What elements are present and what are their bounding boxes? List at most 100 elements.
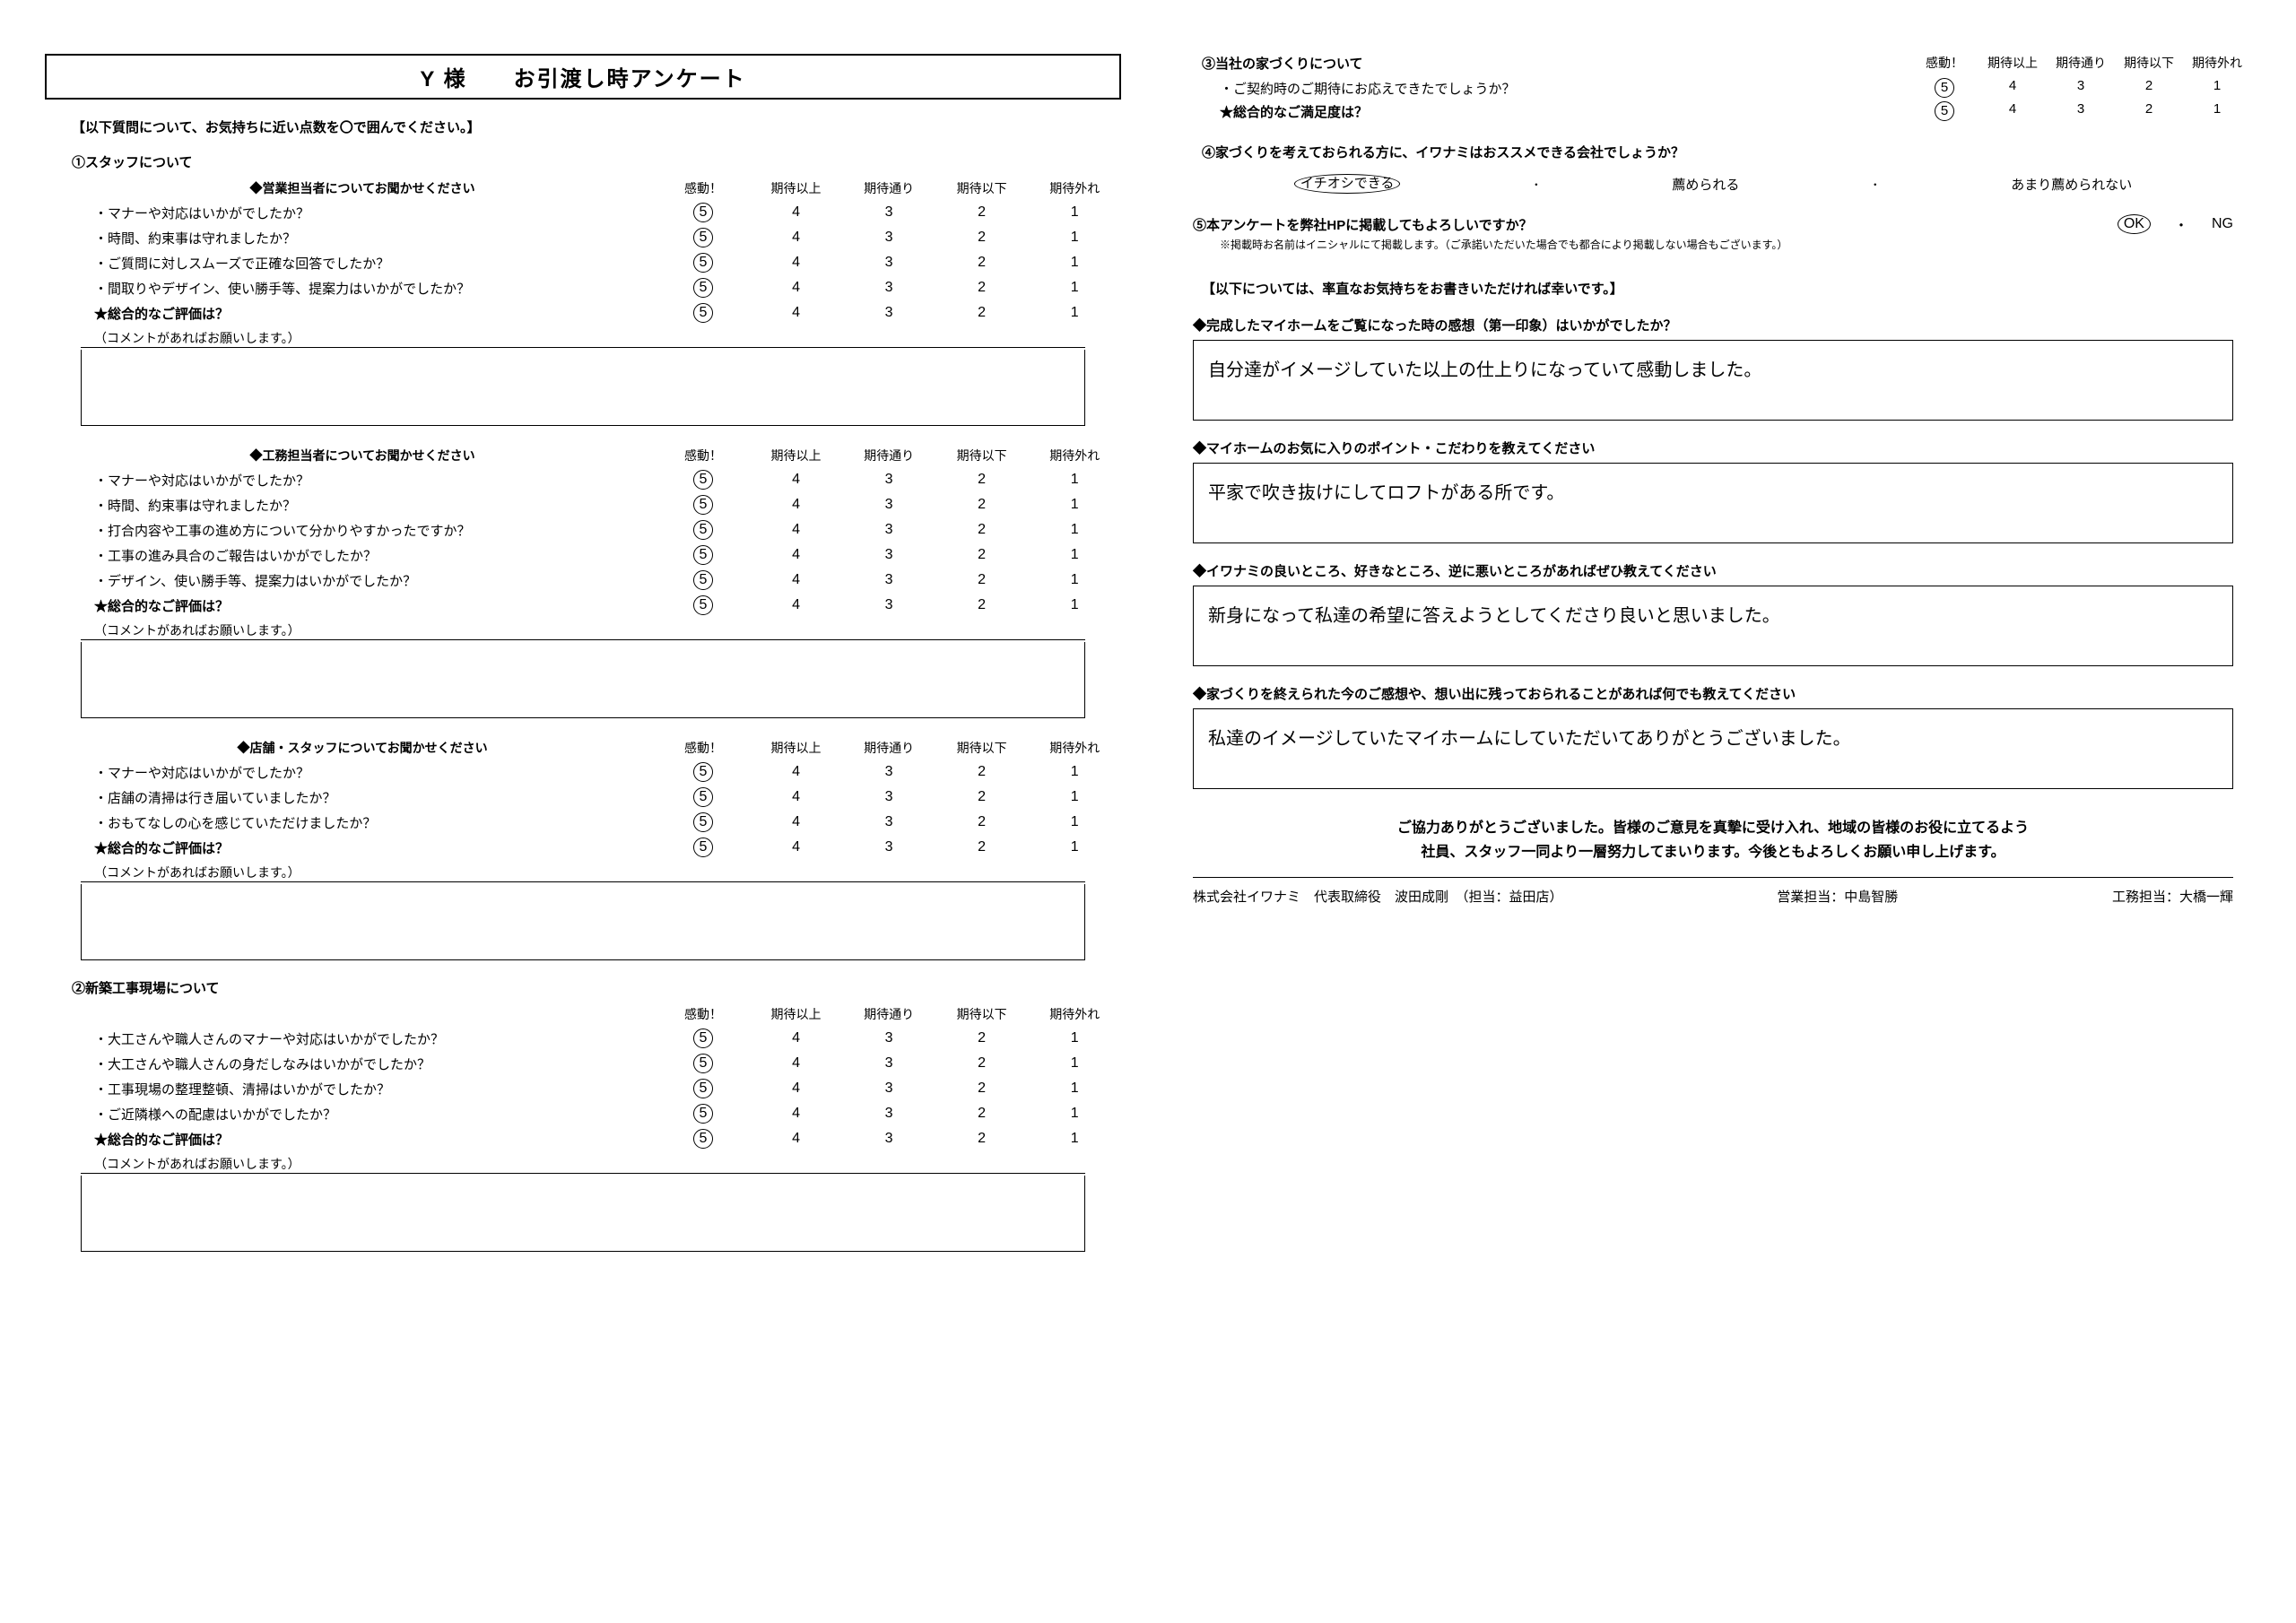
rating-cell[interactable]: 1	[1028, 542, 1121, 568]
rating-cell[interactable]: 4	[750, 492, 843, 517]
rating-cell[interactable]: 3	[842, 1101, 935, 1126]
rating-cell[interactable]: 2	[935, 467, 1029, 492]
rating-cell[interactable]: 1	[1028, 225, 1121, 250]
rating-cell[interactable]: 2	[935, 200, 1029, 225]
rating-cell[interactable]: 5	[657, 200, 750, 225]
rating-cell[interactable]: 4	[750, 759, 843, 785]
rating-cell[interactable]: 5	[657, 759, 750, 785]
rating-cell[interactable]: 5	[657, 1101, 750, 1126]
rating-cell[interactable]: 5	[657, 492, 750, 517]
rating-cell[interactable]: 2	[935, 1126, 1029, 1151]
comment-box[interactable]	[81, 350, 1085, 426]
rating-cell[interactable]: 3	[842, 1076, 935, 1101]
rating-cell[interactable]: 4	[750, 785, 843, 810]
comment-box[interactable]	[81, 642, 1085, 718]
free-answer-box[interactable]: 私達のイメージしていたマイホームにしていただいてありがとうございました。	[1193, 708, 2233, 789]
rating-cell[interactable]: 4	[750, 1076, 843, 1101]
rating-cell[interactable]: 3	[842, 785, 935, 810]
rating-cell[interactable]: 4	[750, 810, 843, 835]
rating-cell[interactable]: 2	[2115, 101, 2183, 121]
recommend-option[interactable]: イチオシできる	[1294, 174, 1401, 194]
rating-cell[interactable]: 1	[1028, 1101, 1121, 1126]
rating-cell[interactable]: 2	[935, 759, 1029, 785]
rating-cell[interactable]: 5	[657, 785, 750, 810]
rating-cell[interactable]: 2	[935, 492, 1029, 517]
rating-cell[interactable]: 4	[750, 593, 843, 618]
rating-cell[interactable]: 1	[1028, 810, 1121, 835]
comment-box[interactable]	[81, 1176, 1085, 1252]
rating-cell[interactable]: 1	[1028, 785, 1121, 810]
rating-cell[interactable]: 4	[750, 568, 843, 593]
rating-cell[interactable]: 4	[750, 467, 843, 492]
rating-cell[interactable]: 2	[935, 1076, 1029, 1101]
rating-cell[interactable]: 5	[657, 1076, 750, 1101]
rating-cell[interactable]: 3	[842, 250, 935, 275]
rating-cell[interactable]: 4	[750, 517, 843, 542]
rating-cell[interactable]: 5	[657, 542, 750, 568]
rating-cell[interactable]: 5	[1910, 101, 1979, 121]
rating-cell[interactable]: 3	[2047, 101, 2115, 121]
rating-cell[interactable]: 3	[842, 1051, 935, 1076]
rating-cell[interactable]: 1	[1028, 200, 1121, 225]
hp-option[interactable]: NG	[2212, 216, 2233, 232]
rating-cell[interactable]: 3	[842, 810, 935, 835]
recommend-option[interactable]: あまり薦められない	[2011, 175, 2132, 194]
rating-cell[interactable]: 5	[657, 1126, 750, 1151]
rating-cell[interactable]: 1	[1028, 1026, 1121, 1051]
rating-cell[interactable]: 3	[2047, 78, 2115, 98]
rating-cell[interactable]: 1	[1028, 1051, 1121, 1076]
rating-cell[interactable]: 2	[935, 785, 1029, 810]
rating-cell[interactable]: 2	[935, 275, 1029, 300]
rating-cell[interactable]: 1	[1028, 250, 1121, 275]
rating-cell[interactable]: 5	[657, 1051, 750, 1076]
rating-cell[interactable]: 5	[1910, 78, 1979, 98]
rating-cell[interactable]: 1	[1028, 1076, 1121, 1101]
rating-cell[interactable]: 2	[935, 1101, 1029, 1126]
rating-cell[interactable]: 4	[1979, 78, 2047, 98]
hp-option[interactable]: OK	[2118, 214, 2151, 234]
rating-cell[interactable]: 2	[935, 542, 1029, 568]
rating-cell[interactable]: 5	[657, 593, 750, 618]
rating-cell[interactable]: 1	[1028, 467, 1121, 492]
rating-cell[interactable]: 1	[1028, 1126, 1121, 1151]
rating-cell[interactable]: 4	[750, 1026, 843, 1051]
rating-cell[interactable]: 2	[935, 250, 1029, 275]
rating-cell[interactable]: 3	[842, 517, 935, 542]
free-answer-box[interactable]: 新身になって私達の希望に答えようとしてくださり良いと思いました。	[1193, 586, 2233, 666]
rating-cell[interactable]: 3	[842, 467, 935, 492]
rating-cell[interactable]: 4	[750, 1126, 843, 1151]
rating-cell[interactable]: 3	[842, 542, 935, 568]
rating-cell[interactable]: 1	[1028, 275, 1121, 300]
rating-cell[interactable]: 5	[657, 300, 750, 325]
rating-cell[interactable]: 5	[657, 1026, 750, 1051]
rating-cell[interactable]: 4	[750, 300, 843, 325]
comment-box[interactable]	[81, 884, 1085, 960]
rating-cell[interactable]: 2	[935, 1051, 1029, 1076]
rating-cell[interactable]: 1	[2183, 78, 2251, 98]
rating-cell[interactable]: 1	[1028, 568, 1121, 593]
rating-cell[interactable]: 4	[1979, 101, 2047, 121]
recommend-option[interactable]: 薦められる	[1672, 175, 1739, 194]
rating-cell[interactable]: 5	[657, 275, 750, 300]
rating-cell[interactable]: 3	[842, 1026, 935, 1051]
rating-cell[interactable]: 1	[1028, 835, 1121, 860]
rating-cell[interactable]: 3	[842, 835, 935, 860]
rating-cell[interactable]: 2	[935, 810, 1029, 835]
rating-cell[interactable]: 1	[1028, 300, 1121, 325]
rating-cell[interactable]: 3	[842, 300, 935, 325]
rating-cell[interactable]: 1	[2183, 101, 2251, 121]
rating-cell[interactable]: 4	[750, 225, 843, 250]
rating-cell[interactable]: 4	[750, 1101, 843, 1126]
rating-cell[interactable]: 3	[842, 200, 935, 225]
rating-cell[interactable]: 3	[842, 593, 935, 618]
rating-cell[interactable]: 2	[935, 300, 1029, 325]
free-answer-box[interactable]: 自分達がイメージしていた以上の仕上りになっていて感動しました。	[1193, 340, 2233, 421]
rating-cell[interactable]: 5	[657, 810, 750, 835]
rating-cell[interactable]: 4	[750, 835, 843, 860]
rating-cell[interactable]: 3	[842, 275, 935, 300]
rating-cell[interactable]: 2	[935, 517, 1029, 542]
rating-cell[interactable]: 1	[1028, 593, 1121, 618]
rating-cell[interactable]: 3	[842, 759, 935, 785]
rating-cell[interactable]: 3	[842, 568, 935, 593]
free-answer-box[interactable]: 平家で吹き抜けにしてロフトがある所です。	[1193, 463, 2233, 543]
